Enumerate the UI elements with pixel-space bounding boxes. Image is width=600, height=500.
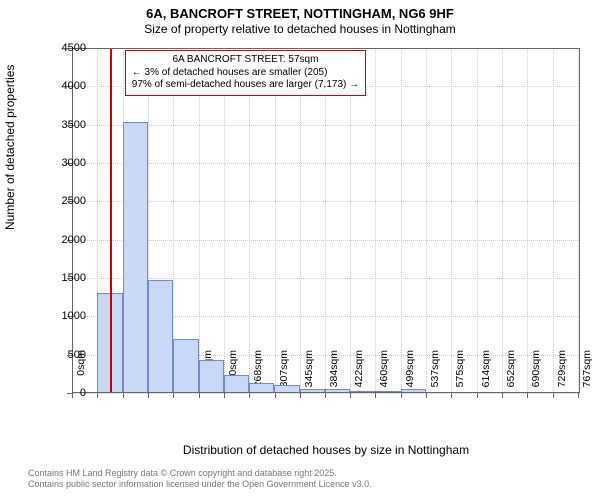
xtick-mark (275, 393, 276, 398)
xtick-mark (199, 393, 200, 398)
ytick-label: 1000 (46, 310, 86, 322)
chart-container: { "title": { "line1": "6A, BANCROFT STRE… (0, 0, 600, 500)
xtick-mark (477, 393, 478, 398)
ytick-label: 2000 (46, 234, 86, 246)
chart-title-line2: Size of property relative to detached ho… (0, 22, 600, 36)
xtick-mark (375, 393, 376, 398)
chart-title-block: 6A, BANCROFT STREET, NOTTINGHAM, NG6 9HF… (0, 6, 600, 36)
xtick-mark (123, 393, 124, 398)
ytick-label: 3500 (46, 119, 86, 131)
xtick-mark (148, 393, 149, 398)
ytick-label: 4000 (46, 80, 86, 92)
ytick-label: 500 (46, 349, 86, 361)
xtick-mark (325, 393, 326, 398)
chart-footer: Contains HM Land Registry data © Crown c… (28, 468, 372, 491)
xtick-label: 767sqm (581, 350, 593, 396)
x-axis-label: Distribution of detached houses by size … (72, 443, 580, 457)
xtick-mark (426, 393, 427, 398)
xtick-mark (578, 393, 579, 398)
xtick-mark (97, 393, 98, 398)
y-axis-label: Number of detached properties (3, 65, 17, 230)
xtick-mark (224, 393, 225, 398)
footer-line1: Contains HM Land Registry data © Crown c… (28, 468, 372, 479)
xtick-mark (173, 393, 174, 398)
ytick-label: 0 (46, 387, 86, 399)
xtick-mark (300, 393, 301, 398)
xtick-mark (527, 393, 528, 398)
xtick-mark (553, 393, 554, 398)
plot-area: 0sqm38sqm77sqm115sqm153sqm192sqm230sqm26… (72, 48, 580, 393)
xtick-mark (401, 393, 402, 398)
xtick-mark (350, 393, 351, 398)
xtick-mark (249, 393, 250, 398)
ytick-label: 1500 (46, 272, 86, 284)
footer-line2: Contains public sector information licen… (28, 479, 372, 490)
ytick-label: 3000 (46, 157, 86, 169)
plot-border (72, 48, 580, 393)
xtick-mark (502, 393, 503, 398)
ytick-label: 2500 (46, 195, 86, 207)
ytick-label: 4500 (46, 42, 86, 54)
xtick-mark (451, 393, 452, 398)
chart-title-line1: 6A, BANCROFT STREET, NOTTINGHAM, NG6 9HF (0, 6, 600, 21)
